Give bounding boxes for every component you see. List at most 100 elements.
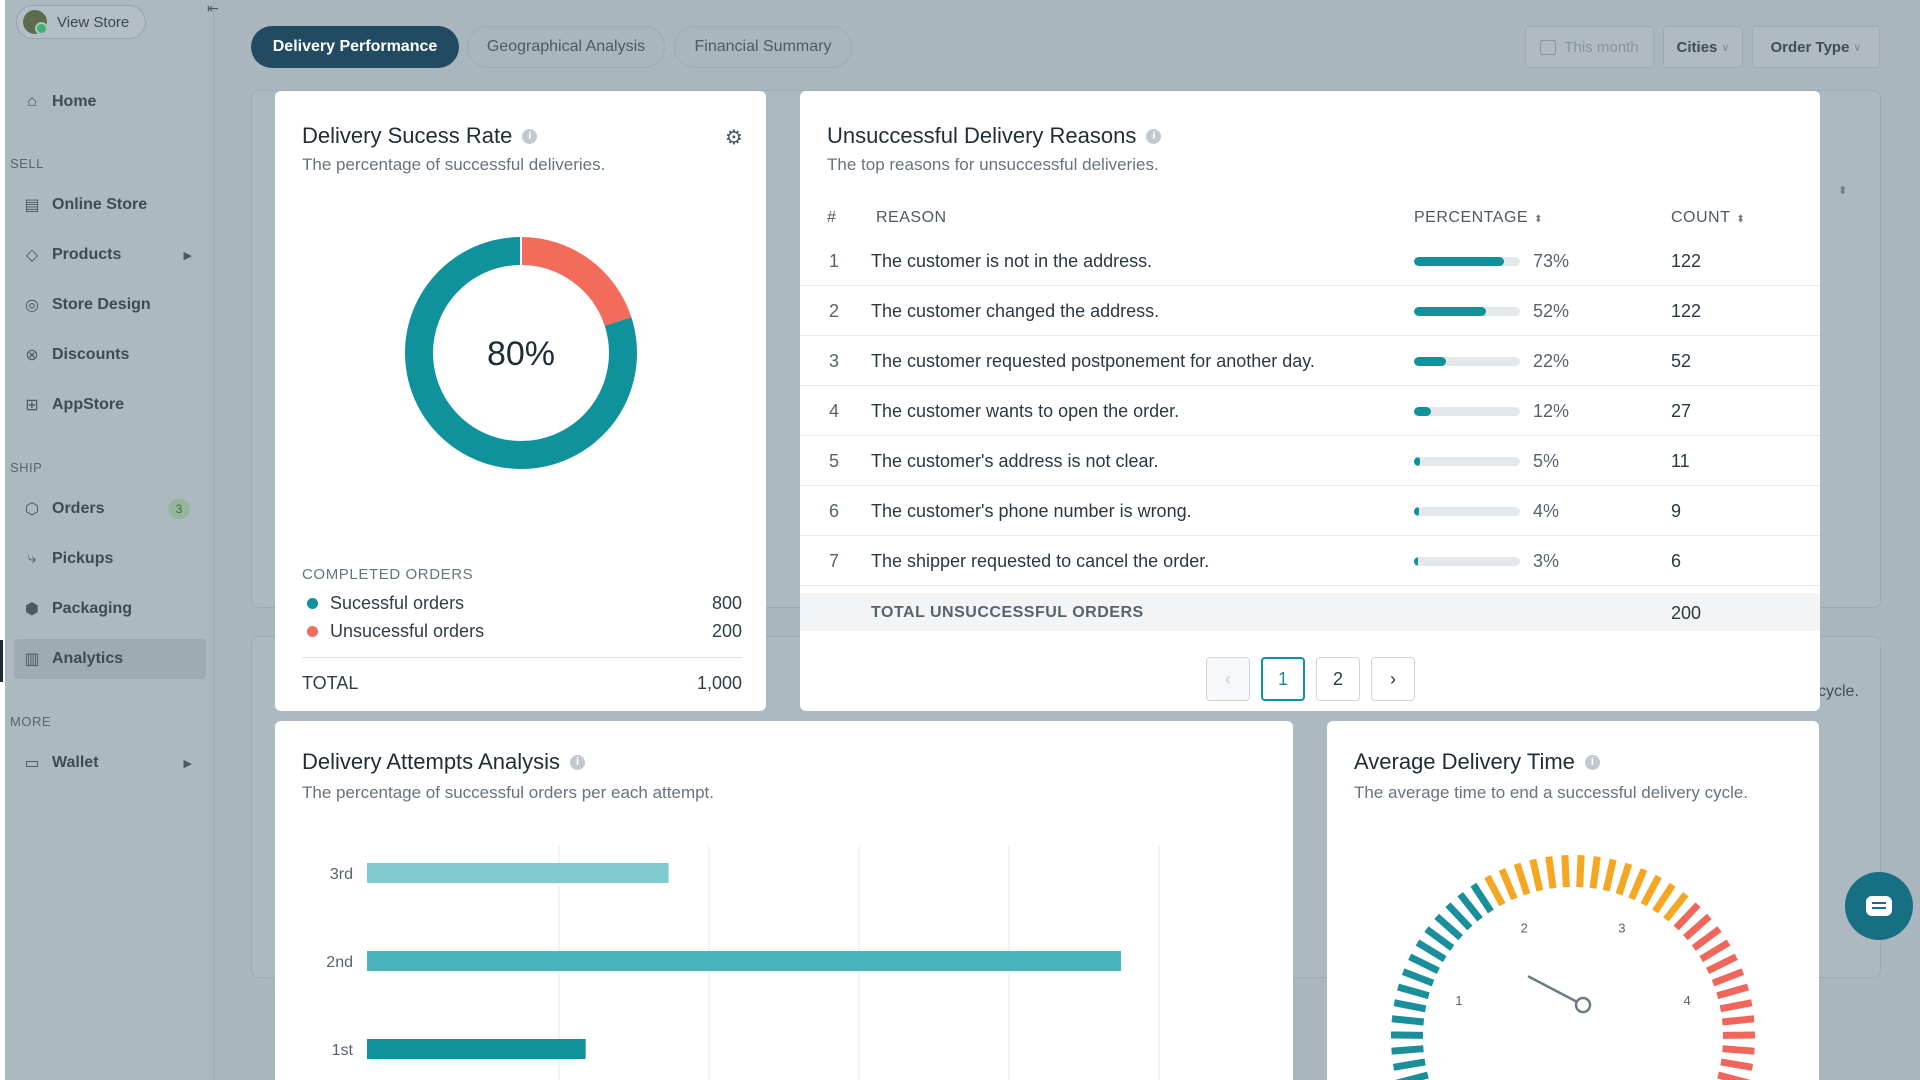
- sidebar-item-store-design[interactable]: ◎ Store Design: [14, 285, 206, 325]
- chat-support-button[interactable]: [1845, 872, 1913, 940]
- gauge-tick-label: 4: [1684, 993, 1691, 1008]
- sidebar-item-online-store[interactable]: ▤ Online Store: [14, 185, 206, 225]
- prev-page-button[interactable]: ‹: [1206, 657, 1250, 701]
- delivery-time-gauge: 012345+: [1390, 855, 1756, 1080]
- sort-icon[interactable]: ⬍: [1736, 214, 1746, 225]
- gauge-tick: [1716, 983, 1749, 1000]
- sidebar-item-packaging[interactable]: ⬢ Packaging: [14, 589, 206, 629]
- row-number: 7: [829, 551, 840, 571]
- sidebar-item-orders[interactable]: ⬡ Orders 3: [14, 489, 206, 529]
- column-header-count[interactable]: COUNT ⬍: [1671, 209, 1745, 227]
- background-sort-icon: ⬍: [1838, 185, 1848, 197]
- legend-value: 200: [711, 621, 742, 641]
- view-store-button[interactable]: View Store: [16, 5, 146, 39]
- card-subtitle: The top reasons for unsuccessful deliver…: [827, 155, 1159, 174]
- legend-value: 800: [711, 593, 742, 613]
- section-more-label: MORE: [10, 714, 51, 729]
- sidebar-item-discounts[interactable]: ⊗ Discounts: [14, 335, 206, 375]
- column-header-percentage[interactable]: PERCENTAGE ⬍: [1414, 209, 1543, 227]
- card-title-text: Delivery Sucess Rate: [302, 123, 513, 148]
- row-percentage: 5%: [1533, 451, 1560, 471]
- collapse-sidebar-icon[interactable]: ⇤: [207, 0, 219, 16]
- tab-delivery-performance[interactable]: Delivery Performance: [251, 26, 459, 68]
- gear-icon[interactable]: ⚙: [725, 127, 743, 149]
- attempt-bar-2nd[interactable]: [367, 951, 1121, 971]
- info-icon[interactable]: i: [1146, 128, 1162, 144]
- chevron-right-icon: ▶: [183, 249, 192, 262]
- row-count: 122: [1671, 251, 1702, 271]
- chat-icon: [1866, 896, 1892, 916]
- view-store-label: View Store: [57, 13, 130, 31]
- gauge-tick: [1513, 862, 1531, 896]
- store-avatar: [23, 10, 48, 35]
- tab-geographical-analysis[interactable]: Geographical Analysis: [467, 26, 665, 68]
- gauge-tick: [1391, 1045, 1424, 1055]
- gauge-tick: [1391, 1015, 1425, 1026]
- chevron-right-icon: ›: [1390, 668, 1396, 689]
- gauge-tick: [1706, 953, 1738, 974]
- successful-dot: [307, 598, 318, 609]
- attempt-bar-3rd[interactable]: [367, 863, 669, 883]
- chevron-down-icon: ∨: [1853, 41, 1862, 54]
- legend-unsuccessful: Unsucessful orders 200: [302, 621, 742, 642]
- info-icon[interactable]: i: [569, 754, 585, 770]
- next-page-button[interactable]: ›: [1371, 657, 1415, 701]
- card-subtitle: The percentage of successful deliveries.: [302, 155, 606, 174]
- window-edge: [0, 0, 5, 1080]
- cities-filter[interactable]: Cities ∨: [1663, 26, 1743, 68]
- percentage-bar-fill: [1414, 407, 1431, 416]
- table-row: 1 The customer is not in the address. 73% 1…: [800, 236, 1820, 286]
- sidebar-item-label: Orders: [52, 500, 105, 517]
- tab-financial-summary[interactable]: Financial Summary: [674, 26, 852, 68]
- page-2-button[interactable]: 2: [1316, 657, 1360, 701]
- sidebar-item-pickups[interactable]: ⤷ Pickups: [14, 539, 206, 579]
- sidebar-item-analytics[interactable]: ▥ Analytics: [14, 639, 206, 679]
- chart-icon: ▥: [24, 651, 40, 668]
- gauge-tick: [1673, 902, 1701, 931]
- total-value: 1,000: [696, 673, 742, 693]
- row-reason: The customer requested postponement for …: [871, 351, 1315, 371]
- row-number: 5: [829, 451, 840, 471]
- legend-successful: Sucessful orders 800: [302, 593, 742, 614]
- table-row: 3 The customer requested postponement for…: [800, 336, 1820, 386]
- legend-label: Sucessful orders: [330, 593, 465, 613]
- gauge-tick: [1561, 855, 1570, 888]
- store-icon: ▤: [24, 197, 40, 214]
- card-title-text: Average Delivery Time: [1354, 749, 1575, 774]
- sidebar-item-appstore[interactable]: ⊞ AppStore: [14, 385, 206, 425]
- unsuccessful-reasons-card: Unsuccessful Delivery Reasons i The top …: [800, 91, 1820, 711]
- gauge-tick: [1498, 868, 1518, 901]
- column-header-reason: REASON: [876, 209, 947, 226]
- row-reason: The customer changed the address.: [871, 301, 1160, 321]
- page-1-button[interactable]: 1: [1261, 657, 1305, 701]
- date-filter[interactable]: This month: [1525, 26, 1654, 68]
- sidebar-item-home[interactable]: ⌂ Home: [14, 82, 206, 122]
- gauge-tick: [1615, 862, 1633, 896]
- gauge-tick: [1434, 913, 1463, 941]
- cities-filter-label: Cities: [1676, 38, 1718, 56]
- total-unsuccessful-row: TOTAL UNSUCCESSFUL ORDERS 200: [800, 593, 1820, 631]
- row-number: 6: [829, 501, 840, 521]
- sidebar-item-wallet[interactable]: ▭ Wallet ▶: [14, 743, 206, 783]
- legend-label: Unsucessful orders: [330, 621, 485, 641]
- gauge-tick: [1393, 999, 1427, 1013]
- card-title: Unsuccessful Delivery Reasons i: [827, 123, 1162, 149]
- sidebar-item-products[interactable]: ◇ Products ▶: [14, 235, 206, 275]
- gauge-tick: [1719, 999, 1753, 1013]
- info-icon[interactable]: i: [522, 128, 538, 144]
- gauge-tick: [1602, 858, 1617, 892]
- attempt-bar-1st[interactable]: [367, 1039, 586, 1059]
- order-type-filter[interactable]: Order Type ∨: [1752, 26, 1880, 68]
- palette-icon: ◎: [25, 297, 39, 314]
- gauge-tick: [1721, 1015, 1755, 1026]
- sidebar-item-label: Pickups: [52, 550, 114, 567]
- table-row: 6 The customer's phone number is wrong. 4%…: [800, 486, 1820, 536]
- sidebar: View Store ⇤ ⌂ Home SELL ▤ Online Store …: [0, 0, 219, 1080]
- column-header-label: PERCENTAGE: [1414, 209, 1529, 226]
- info-icon[interactable]: i: [1584, 754, 1600, 770]
- gauge-tick: [1529, 858, 1544, 892]
- row-count: 52: [1671, 351, 1692, 371]
- gauge-tick: [1415, 939, 1447, 963]
- total-label: TOTAL: [302, 673, 359, 693]
- sort-icon[interactable]: ⬍: [1534, 214, 1543, 225]
